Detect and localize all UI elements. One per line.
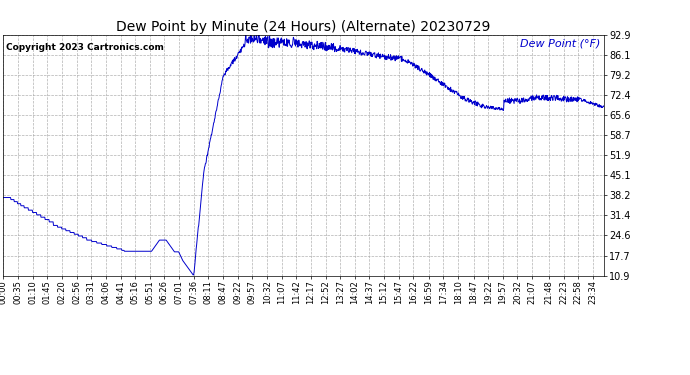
Text: Dew Point (°F): Dew Point (°F) [520, 39, 601, 48]
Text: Copyright 2023 Cartronics.com: Copyright 2023 Cartronics.com [6, 43, 164, 52]
Title: Dew Point by Minute (24 Hours) (Alternate) 20230729: Dew Point by Minute (24 Hours) (Alternat… [117, 20, 491, 34]
